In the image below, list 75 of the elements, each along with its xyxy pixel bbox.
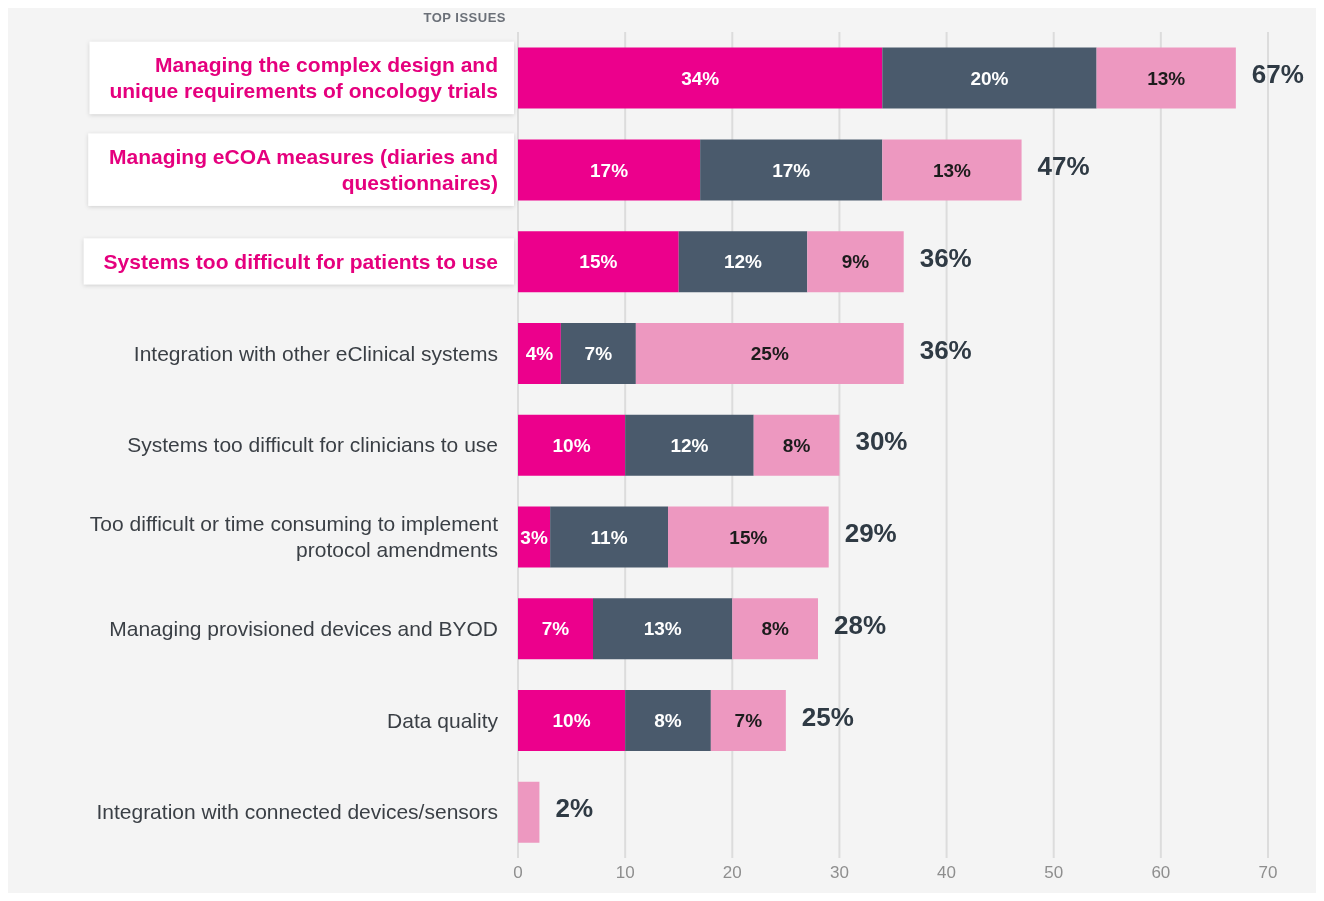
data-label: 7% [584,343,613,365]
data-label: 8% [782,434,811,456]
y-tick-label: Integration with other eClinical systems [133,341,498,365]
data-label: 20% [970,67,1009,89]
y-tick-label: Managing the complex design and unique requirements of oncology trials [109,53,498,103]
data-label: 13% [643,618,682,640]
bar [518,231,679,293]
x-tick-label: 50 [1044,863,1064,883]
x-tick-label: 30 [829,863,849,883]
data-label: 34% [681,67,720,89]
bar [753,414,840,476]
data-label: 9% [841,251,870,273]
data-label: 7% [734,710,763,732]
bar [625,414,754,476]
data-label: 4% [525,343,554,365]
data-label: 13% [1147,67,1186,89]
bar [593,598,733,660]
data-label: 10% [552,710,591,732]
bar [518,690,626,752]
data-label: 8% [761,618,789,640]
total-label: 36% [919,242,972,273]
bar [882,139,1022,201]
data-label: 12% [670,434,709,456]
bar [700,139,883,201]
bar [732,598,818,660]
bar [678,231,808,293]
data-label: 3% [520,526,548,548]
bar [518,414,626,476]
y-tick-label: Data quality [387,708,499,732]
bar [1096,47,1236,109]
y-tick-label: Too difficult or time consuming to implement protocol amendments [89,512,499,562]
bar [518,598,593,660]
total-label: 67% [1251,59,1304,90]
x-tick-label: 40 [937,863,957,883]
data-label: 8% [654,710,682,732]
data-label: 10% [552,434,591,456]
bar [668,506,829,568]
bar [807,231,904,293]
data-label: 15% [579,251,618,273]
total-label: 47% [1037,150,1090,181]
bar [882,47,1097,109]
data-label: 15% [729,526,768,548]
total-label: 30% [855,426,908,457]
data-label: 7% [541,618,570,640]
x-tick-label: 70 [1258,863,1278,883]
x-tick-label: 0 [513,863,523,883]
data-label: 25% [750,343,789,365]
bar [560,322,636,384]
total-label: 36% [919,334,972,365]
data-label: 17% [772,159,811,181]
bar [518,322,561,384]
data-label: 13% [932,159,972,181]
text: TOP ISSUES [422,10,506,25]
y-tick-label: Managing provisioned devices and BYOD [109,616,498,640]
total-label: 28% [834,609,887,640]
data-label: 11% [590,526,628,548]
bar [518,47,883,109]
y-tick-label: Integration with connected devices/sensors [96,800,498,824]
bar [635,322,904,384]
bar [625,690,711,752]
total-label: 2% [555,793,594,824]
data-label: 17% [590,159,629,181]
bar [550,506,668,568]
x-tick-label: 20 [722,863,742,883]
y-tick-label: Managing eCOA measures (diaries and questionnaires) [108,144,498,195]
bar [518,781,540,843]
total-label: 25% [801,701,854,732]
x-tick-label: 60 [1151,863,1171,883]
x-tick-label: 10 [615,863,635,883]
y-tick-label: Systems too difficult for patients to use [103,249,498,273]
total-label: 29% [844,518,897,549]
bar [710,690,786,752]
data-label: 12% [723,251,763,273]
y-tick-label: Systems too difficult for clinicians to use [127,433,498,457]
bar [518,139,701,201]
